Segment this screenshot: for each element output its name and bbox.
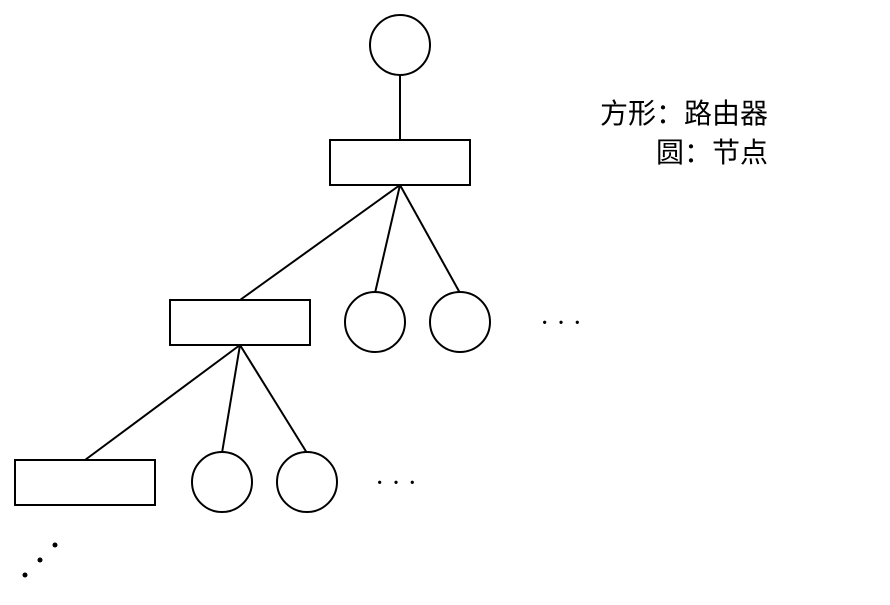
- node-circle: [192, 452, 252, 512]
- legend: 方形：路由器 圆：节点: [600, 95, 768, 173]
- tree-diagram: · · · · · ·: [0, 0, 890, 605]
- ellipsis-dot: [53, 543, 58, 548]
- ellipsis-dot: [38, 558, 43, 563]
- edge: [85, 345, 240, 460]
- legend-circle: 圆：节点: [600, 134, 768, 173]
- edge: [240, 185, 400, 300]
- ellipsis: · · ·: [540, 308, 582, 339]
- node-circle: [277, 452, 337, 512]
- router-rect: [330, 140, 470, 185]
- edge: [400, 185, 460, 293]
- node-circle: [345, 292, 405, 352]
- edge: [240, 345, 307, 453]
- edge: [222, 345, 240, 453]
- node-circle: [430, 292, 490, 352]
- node-circle: [370, 15, 430, 75]
- ellipsis-dot: [23, 573, 28, 578]
- legend-square: 方形：路由器: [600, 95, 768, 134]
- router-rect: [170, 300, 310, 345]
- ellipsis: · · ·: [375, 468, 417, 499]
- router-rect: [15, 460, 155, 505]
